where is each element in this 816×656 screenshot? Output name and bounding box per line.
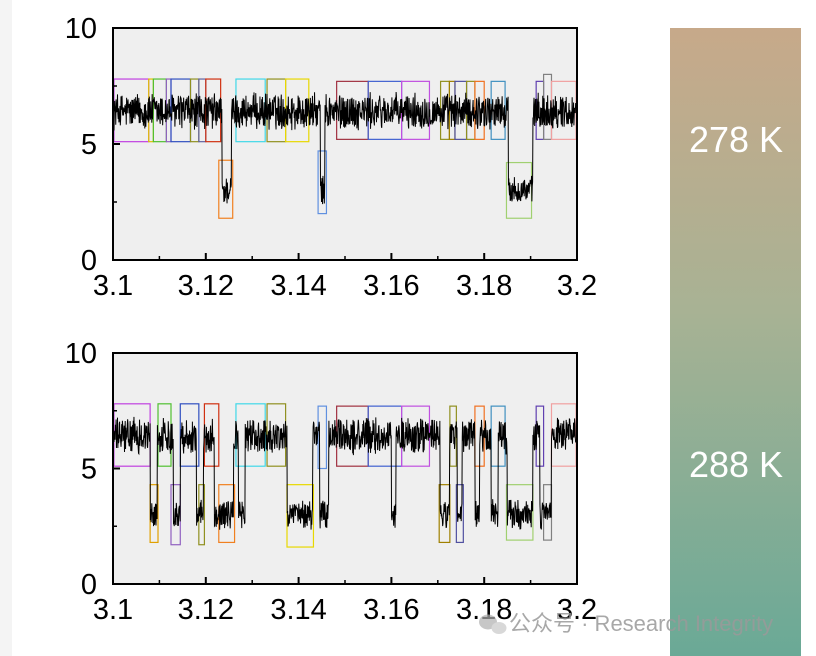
temp-label-288: 288 K (689, 444, 783, 485)
x-tick-label: 3.1 (93, 270, 133, 302)
x-tick-label: 3.2 (557, 270, 597, 302)
x-tick-label: 3.16 (363, 594, 419, 626)
y-tick-label: 0 (81, 245, 97, 277)
trace-chart-bottom: 3.1 3.12 3.14 3.16 3.18 3.2 0 5 10 (65, 338, 597, 626)
current-trace-top (113, 92, 577, 205)
state-box (286, 484, 315, 548)
colorbar-gradient (670, 28, 801, 656)
x-tick-label: 3.12 (178, 270, 234, 302)
state-box (317, 150, 328, 215)
x-tick-labels-top: 3.1 3.12 3.14 3.16 3.18 3.2 (93, 270, 597, 302)
state-box (455, 484, 464, 544)
wechat-icon (479, 614, 507, 634)
y-tick-label: 0 (81, 569, 97, 601)
x-tick-label: 3.12 (178, 594, 234, 626)
ticks-bottom (112, 352, 578, 585)
trace-chart-top: 3.1 3.12 3.14 3.16 3.18 3.2 0 5 10 (65, 13, 597, 302)
plot-area-top (113, 28, 577, 260)
y-tick-label: 10 (65, 338, 97, 370)
y-tick-label: 10 (65, 13, 97, 45)
watermark: 公众号 · Research Integrity (479, 611, 773, 636)
state-box (438, 484, 451, 544)
x-tick-label: 3.14 (270, 270, 326, 302)
y-tick-label: 5 (81, 129, 97, 161)
current-trace-bottom (113, 416, 577, 530)
state-box (317, 405, 328, 470)
x-tick-label: 3.14 (270, 594, 326, 626)
x-tick-label: 3.16 (363, 270, 419, 302)
x-tick-label: 3.1 (93, 594, 133, 626)
y-tick-labels-bottom: 0 5 10 (65, 338, 97, 601)
x-tick-label: 3.2 (557, 594, 597, 626)
y-tick-label: 5 (81, 454, 97, 486)
plot-area-bottom (113, 353, 577, 584)
state-box (179, 403, 200, 467)
watermark-text: 公众号 · Research Integrity (509, 611, 773, 636)
ticks-top (112, 27, 578, 261)
x-tick-label: 3.18 (456, 270, 512, 302)
state-box (505, 484, 534, 541)
state-box (218, 159, 234, 219)
y-tick-labels-top: 0 5 10 (65, 13, 97, 277)
temperature-colorbar: 278 K 288 K (670, 28, 801, 656)
temp-label-278: 278 K (689, 119, 783, 160)
